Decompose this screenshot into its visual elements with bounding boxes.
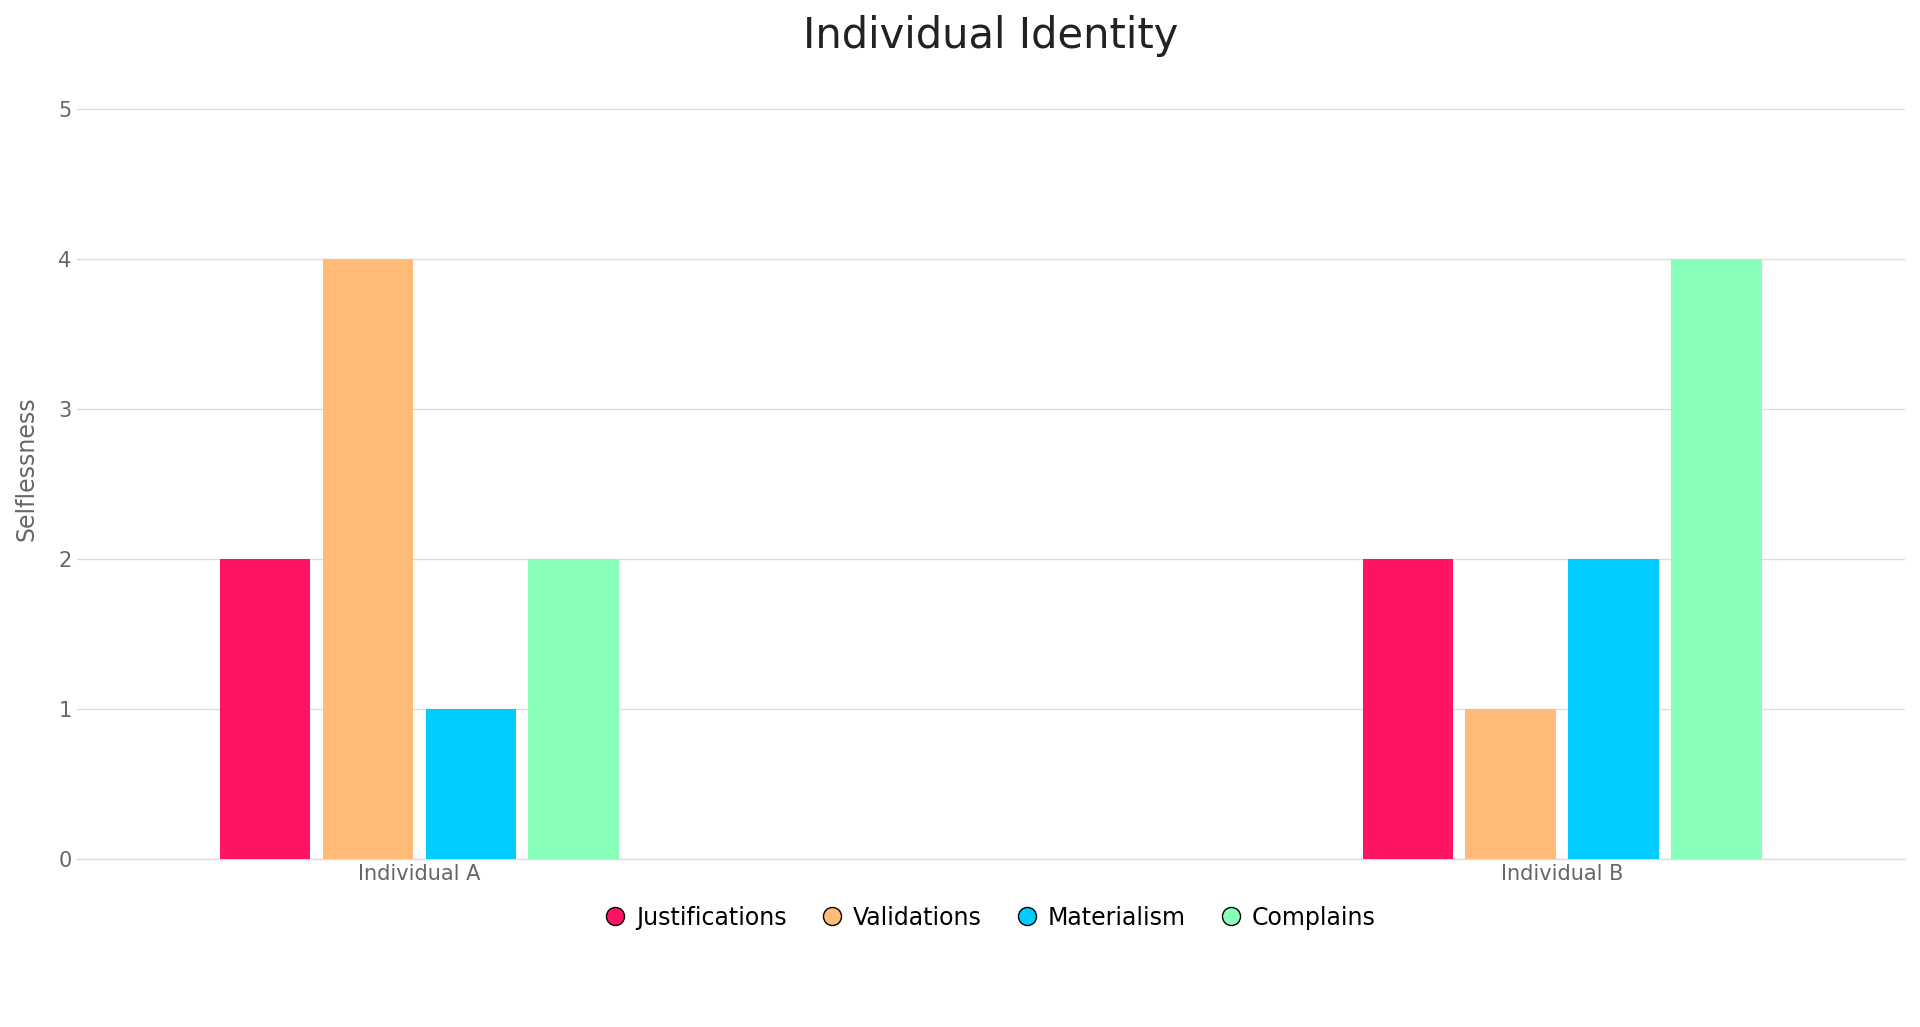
Bar [221, 559, 311, 860]
Bar [1363, 559, 1453, 860]
Bar [426, 710, 516, 860]
Y-axis label: Selflessness: Selflessness [15, 396, 38, 541]
Legend: Justifications, Validations, Materialism, Complains: Justifications, Validations, Materialism… [588, 887, 1394, 949]
Bar [1569, 559, 1659, 860]
Bar [323, 259, 413, 860]
Bar [1670, 259, 1763, 860]
Bar [528, 559, 618, 860]
Title: Individual Identity: Individual Identity [803, 15, 1179, 58]
Bar [1465, 710, 1555, 860]
